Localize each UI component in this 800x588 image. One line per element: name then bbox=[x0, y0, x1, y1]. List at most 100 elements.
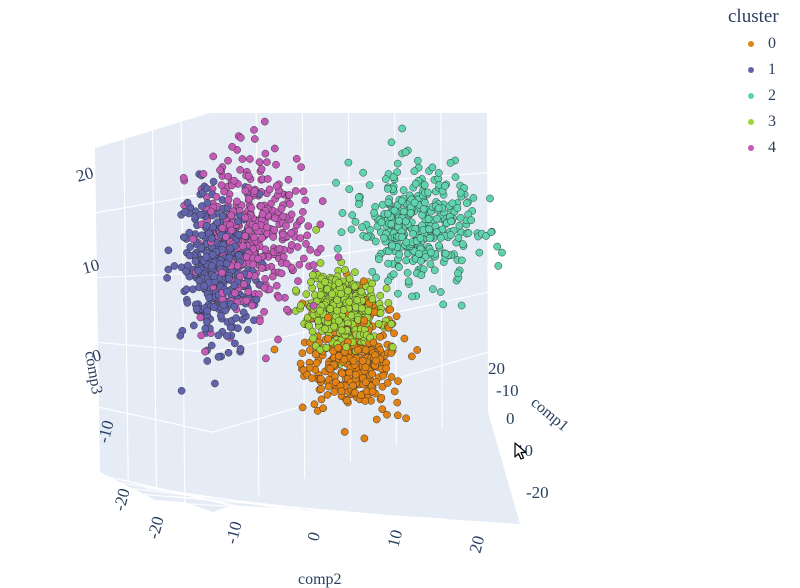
data-point-cluster-4 bbox=[249, 260, 257, 269]
data-point-cluster-1 bbox=[230, 302, 239, 311]
data-point-cluster-3 bbox=[308, 271, 317, 279]
gridline bbox=[98, 406, 213, 433]
data-point-cluster-3 bbox=[328, 290, 336, 298]
data-point-cluster-3 bbox=[343, 287, 352, 295]
data-point-cluster-4 bbox=[299, 254, 308, 263]
data-point-cluster-2 bbox=[419, 205, 428, 213]
data-point-cluster-4 bbox=[287, 241, 296, 249]
data-point-cluster-0 bbox=[369, 338, 378, 347]
data-point-cluster-4 bbox=[299, 208, 307, 216]
data-point-cluster-2 bbox=[394, 289, 402, 298]
legend-marker-icon bbox=[748, 93, 754, 99]
data-point-cluster-4 bbox=[296, 234, 305, 242]
data-point-cluster-2 bbox=[393, 159, 402, 168]
data-point-cluster-4 bbox=[228, 142, 236, 151]
data-point-cluster-0 bbox=[393, 411, 402, 420]
data-point-cluster-0 bbox=[390, 387, 399, 396]
data-point-cluster-4 bbox=[248, 301, 256, 310]
data-point-cluster-1 bbox=[197, 243, 206, 252]
data-point-cluster-2 bbox=[399, 186, 408, 194]
data-point-cluster-2 bbox=[494, 262, 503, 270]
data-point-cluster-1 bbox=[234, 217, 242, 226]
data-point-cluster-4 bbox=[224, 195, 233, 204]
data-point-cluster-4 bbox=[227, 211, 236, 220]
data-point-cluster-2 bbox=[462, 199, 471, 208]
z-tick-label: 10 bbox=[80, 255, 101, 278]
data-point-cluster-3 bbox=[334, 316, 343, 325]
data-point-cluster-1 bbox=[219, 301, 228, 309]
data-point-cluster-1 bbox=[235, 251, 243, 260]
data-point-cluster-2 bbox=[345, 185, 354, 194]
data-point-cluster-1 bbox=[232, 314, 240, 322]
data-point-cluster-4 bbox=[261, 245, 270, 254]
data-point-cluster-3 bbox=[384, 299, 393, 307]
data-point-cluster-2 bbox=[347, 225, 356, 234]
data-point-cluster-2 bbox=[403, 268, 412, 277]
data-point-cluster-2 bbox=[458, 240, 467, 248]
data-point-cluster-2 bbox=[467, 216, 476, 225]
legend-label: 0 bbox=[768, 35, 776, 52]
data-point-cluster-2 bbox=[377, 218, 386, 227]
data-point-cluster-4 bbox=[270, 144, 279, 153]
legend-item-cluster-3[interactable]: 3 bbox=[728, 109, 798, 135]
data-point-cluster-3 bbox=[316, 291, 325, 299]
data-point-cluster-4 bbox=[297, 163, 305, 171]
data-point-cluster-2 bbox=[441, 249, 450, 258]
legend-item-cluster-4[interactable]: 4 bbox=[728, 135, 798, 161]
data-point-cluster-2 bbox=[448, 199, 457, 208]
data-point-cluster-0 bbox=[319, 404, 328, 413]
data-point-cluster-4 bbox=[218, 224, 227, 232]
data-point-cluster-2 bbox=[401, 148, 410, 157]
data-point-cluster-1 bbox=[216, 311, 225, 320]
legend-item-cluster-1[interactable]: 1 bbox=[728, 57, 798, 83]
data-point-cluster-0 bbox=[357, 391, 365, 400]
data-point-cluster-2 bbox=[344, 158, 353, 167]
data-point-cluster-1 bbox=[214, 353, 223, 361]
data-point-cluster-1 bbox=[164, 265, 173, 274]
data-point-cluster-1 bbox=[191, 257, 200, 266]
data-point-cluster-2 bbox=[454, 234, 463, 242]
data-point-cluster-4 bbox=[260, 117, 269, 126]
data-point-cluster-4 bbox=[271, 214, 279, 223]
data-point-cluster-4 bbox=[236, 272, 245, 281]
data-point-cluster-0 bbox=[368, 370, 377, 378]
data-point-cluster-1 bbox=[201, 324, 210, 333]
legend-title: cluster bbox=[728, 6, 779, 27]
data-point-cluster-2 bbox=[338, 209, 347, 217]
data-point-cluster-4 bbox=[306, 246, 314, 254]
legend-marker-icon bbox=[748, 67, 754, 73]
data-point-cluster-2 bbox=[395, 250, 404, 259]
legend-item-cluster-0[interactable]: 0 bbox=[728, 31, 798, 57]
data-point-cluster-2 bbox=[413, 156, 422, 165]
data-point-cluster-4 bbox=[279, 212, 288, 221]
data-point-cluster-1 bbox=[182, 285, 191, 294]
legend-item-cluster-2[interactable]: 2 bbox=[728, 83, 798, 109]
data-point-cluster-4 bbox=[282, 222, 290, 230]
data-point-cluster-3 bbox=[353, 296, 362, 305]
data-point-cluster-2 bbox=[475, 248, 484, 257]
data-point-cluster-4 bbox=[238, 155, 247, 163]
data-point-cluster-1 bbox=[213, 218, 222, 227]
data-point-cluster-4 bbox=[250, 233, 258, 242]
data-point-cluster-0 bbox=[296, 359, 305, 368]
data-point-cluster-2 bbox=[333, 244, 342, 253]
gridline bbox=[123, 139, 129, 483]
data-point-cluster-2 bbox=[348, 211, 357, 219]
data-point-cluster-4 bbox=[250, 126, 258, 134]
data-point-cluster-3 bbox=[351, 268, 359, 277]
data-point-cluster-1 bbox=[163, 274, 171, 282]
data-point-cluster-3 bbox=[312, 225, 321, 234]
data-point-cluster-2 bbox=[415, 249, 423, 258]
data-point-cluster-1 bbox=[224, 274, 233, 283]
data-point-cluster-3 bbox=[347, 311, 356, 320]
data-point-cluster-4 bbox=[274, 293, 283, 302]
data-point-cluster-4 bbox=[257, 165, 266, 173]
data-point-cluster-2 bbox=[389, 173, 398, 182]
data-point-cluster-0 bbox=[360, 434, 369, 443]
data-point-cluster-1 bbox=[224, 348, 233, 357]
data-point-cluster-0 bbox=[338, 369, 347, 378]
data-point-cluster-4 bbox=[227, 226, 236, 235]
data-point-cluster-2 bbox=[406, 209, 415, 217]
